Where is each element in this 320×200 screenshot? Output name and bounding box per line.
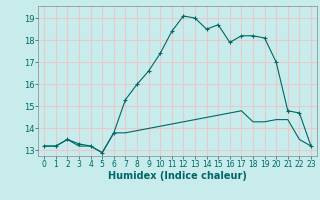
X-axis label: Humidex (Indice chaleur): Humidex (Indice chaleur) bbox=[108, 171, 247, 181]
